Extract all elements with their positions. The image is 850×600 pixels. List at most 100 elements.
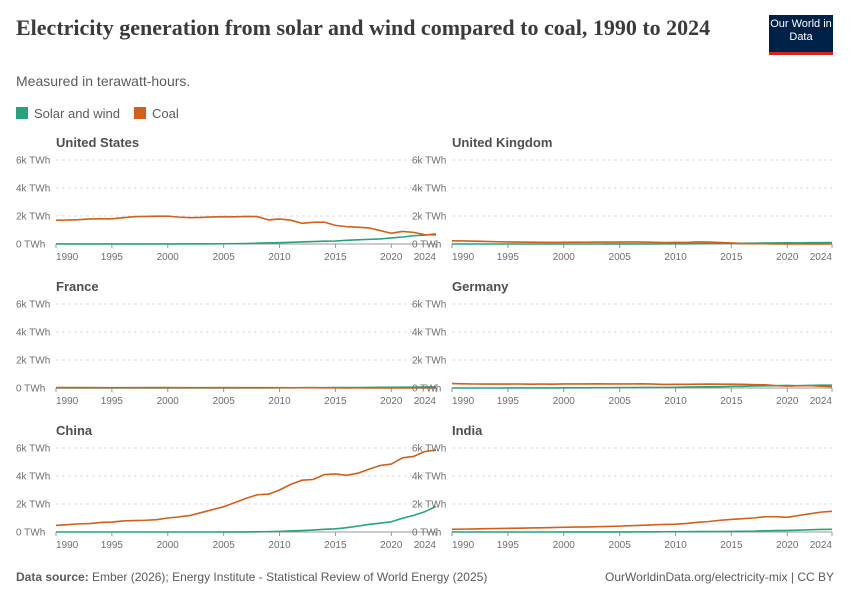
x-tick-label: 2005: [609, 540, 632, 551]
panel-title: United States: [56, 135, 139, 150]
x-tick-label: 1990: [452, 252, 475, 263]
y-tick-label: 2k TWh: [412, 212, 446, 223]
x-tick-label: 1995: [101, 396, 124, 407]
x-tick-label: 2010: [664, 540, 687, 551]
footer-url[interactable]: OurWorldinData.org/electricity-mix | CC …: [605, 570, 834, 584]
x-tick-label: 2015: [720, 396, 743, 407]
x-tick-label: 2024: [414, 540, 437, 551]
x-tick-label: 2020: [776, 396, 799, 407]
x-tick-label: 2000: [157, 396, 180, 407]
series-line: [56, 505, 437, 533]
x-tick-label: 1995: [497, 396, 520, 407]
x-tick-label: 2005: [213, 540, 236, 551]
y-tick-label: 0 TWh: [412, 384, 441, 395]
x-tick-label: 1990: [452, 540, 475, 551]
x-tick-label: 2005: [213, 396, 236, 407]
y-tick-label: 2k TWh: [16, 356, 50, 367]
x-tick-label: 2020: [776, 252, 799, 263]
x-tick-label: 2020: [380, 396, 403, 407]
x-tick-label: 2010: [268, 396, 291, 407]
panel-title: United Kingdom: [452, 135, 552, 150]
series-line: [451, 382, 833, 388]
y-tick-label: 6k TWh: [412, 300, 446, 311]
x-tick-label: 2010: [664, 396, 687, 407]
y-tick-label: 0 TWh: [412, 240, 441, 251]
y-tick-label: 4k TWh: [412, 472, 446, 483]
x-tick-label: 1990: [452, 396, 475, 407]
y-tick-label: 2k TWh: [412, 356, 446, 367]
x-tick-label: 2000: [553, 396, 576, 407]
y-tick-label: 4k TWh: [412, 184, 446, 195]
x-tick-label: 2020: [380, 252, 403, 263]
x-tick-label: 2020: [776, 540, 799, 551]
series-line: [452, 528, 833, 533]
y-tick-label: 4k TWh: [16, 472, 50, 483]
panel-title: India: [452, 423, 483, 438]
x-tick-label: 1995: [497, 540, 520, 551]
x-tick-label: 1995: [101, 252, 124, 263]
x-tick-label: 2015: [324, 396, 347, 407]
panel-title: Germany: [452, 279, 509, 294]
y-tick-label: 0 TWh: [16, 528, 45, 539]
y-tick-label: 6k TWh: [16, 300, 50, 311]
series-line: [55, 215, 437, 236]
series-line: [451, 510, 833, 531]
legend-label: Coal: [152, 106, 179, 121]
x-tick-label: 2015: [324, 252, 347, 263]
footer-source: Data source: Ember (2026); Energy Instit…: [16, 570, 487, 584]
x-tick-label: 2010: [268, 540, 291, 551]
title: Electricity generation from solar and wi…: [16, 15, 711, 40]
charts: Solar and wind Coal United States 0 TWh 2k T…: [16, 106, 833, 551]
x-tick-label: 2000: [553, 540, 576, 551]
x-tick-label: 1990: [56, 252, 79, 263]
series-line: [452, 241, 833, 245]
y-tick-label: 0 TWh: [16, 240, 45, 251]
x-tick-label: 2000: [553, 252, 576, 263]
y-tick-label: 4k TWh: [412, 328, 446, 339]
legend-label: Solar and wind: [34, 106, 120, 121]
y-tick-label: 6k TWh: [412, 156, 446, 167]
x-tick-label: 2000: [157, 252, 180, 263]
x-tick-label: 2020: [380, 540, 403, 551]
y-tick-label: 4k TWh: [16, 184, 50, 195]
x-tick-label: 2005: [609, 252, 632, 263]
y-tick-label: 4k TWh: [16, 328, 50, 339]
y-tick-label: 2k TWh: [16, 500, 50, 511]
x-tick-label: 1995: [101, 540, 124, 551]
legend-swatch: [134, 107, 146, 119]
x-tick-label: 1990: [56, 540, 79, 551]
series-line: [55, 449, 437, 527]
x-tick-label: 2024: [810, 396, 833, 407]
x-tick-label: 2010: [664, 252, 687, 263]
x-tick-label: 2000: [157, 540, 180, 551]
x-tick-label: 1995: [497, 252, 520, 263]
x-tick-label: 2010: [268, 252, 291, 263]
x-tick-label: 2024: [810, 252, 833, 263]
logo[interactable]: Our World in Data: [769, 15, 833, 55]
subtitle: Measured in terawatt-hours.: [16, 73, 191, 89]
panel-title: France: [56, 279, 99, 294]
y-tick-label: 0 TWh: [412, 528, 441, 539]
series-line: [56, 233, 437, 245]
series-line: [451, 239, 833, 245]
x-tick-label: 2005: [213, 252, 236, 263]
y-tick-label: 0 TWh: [16, 384, 45, 395]
panel-title: China: [56, 423, 93, 438]
y-tick-label: 2k TWh: [16, 212, 50, 223]
x-tick-label: 2015: [324, 540, 347, 551]
x-tick-label: 2005: [609, 396, 632, 407]
y-tick-label: 6k TWh: [16, 156, 50, 167]
x-tick-label: 2015: [720, 252, 743, 263]
x-tick-label: 1990: [56, 396, 79, 407]
y-tick-label: 6k TWh: [412, 444, 446, 455]
source-label: Data source:: [16, 570, 89, 584]
x-tick-label: 2024: [810, 540, 833, 551]
x-tick-label: 2015: [720, 540, 743, 551]
x-tick-label: 2024: [414, 252, 437, 263]
y-tick-label: 2k TWh: [412, 500, 446, 511]
y-tick-label: 6k TWh: [16, 444, 50, 455]
source: Ember (2026); Energy Institute - Statist…: [92, 570, 488, 584]
legend-swatch: [16, 107, 28, 119]
x-tick-label: 2024: [414, 396, 437, 407]
